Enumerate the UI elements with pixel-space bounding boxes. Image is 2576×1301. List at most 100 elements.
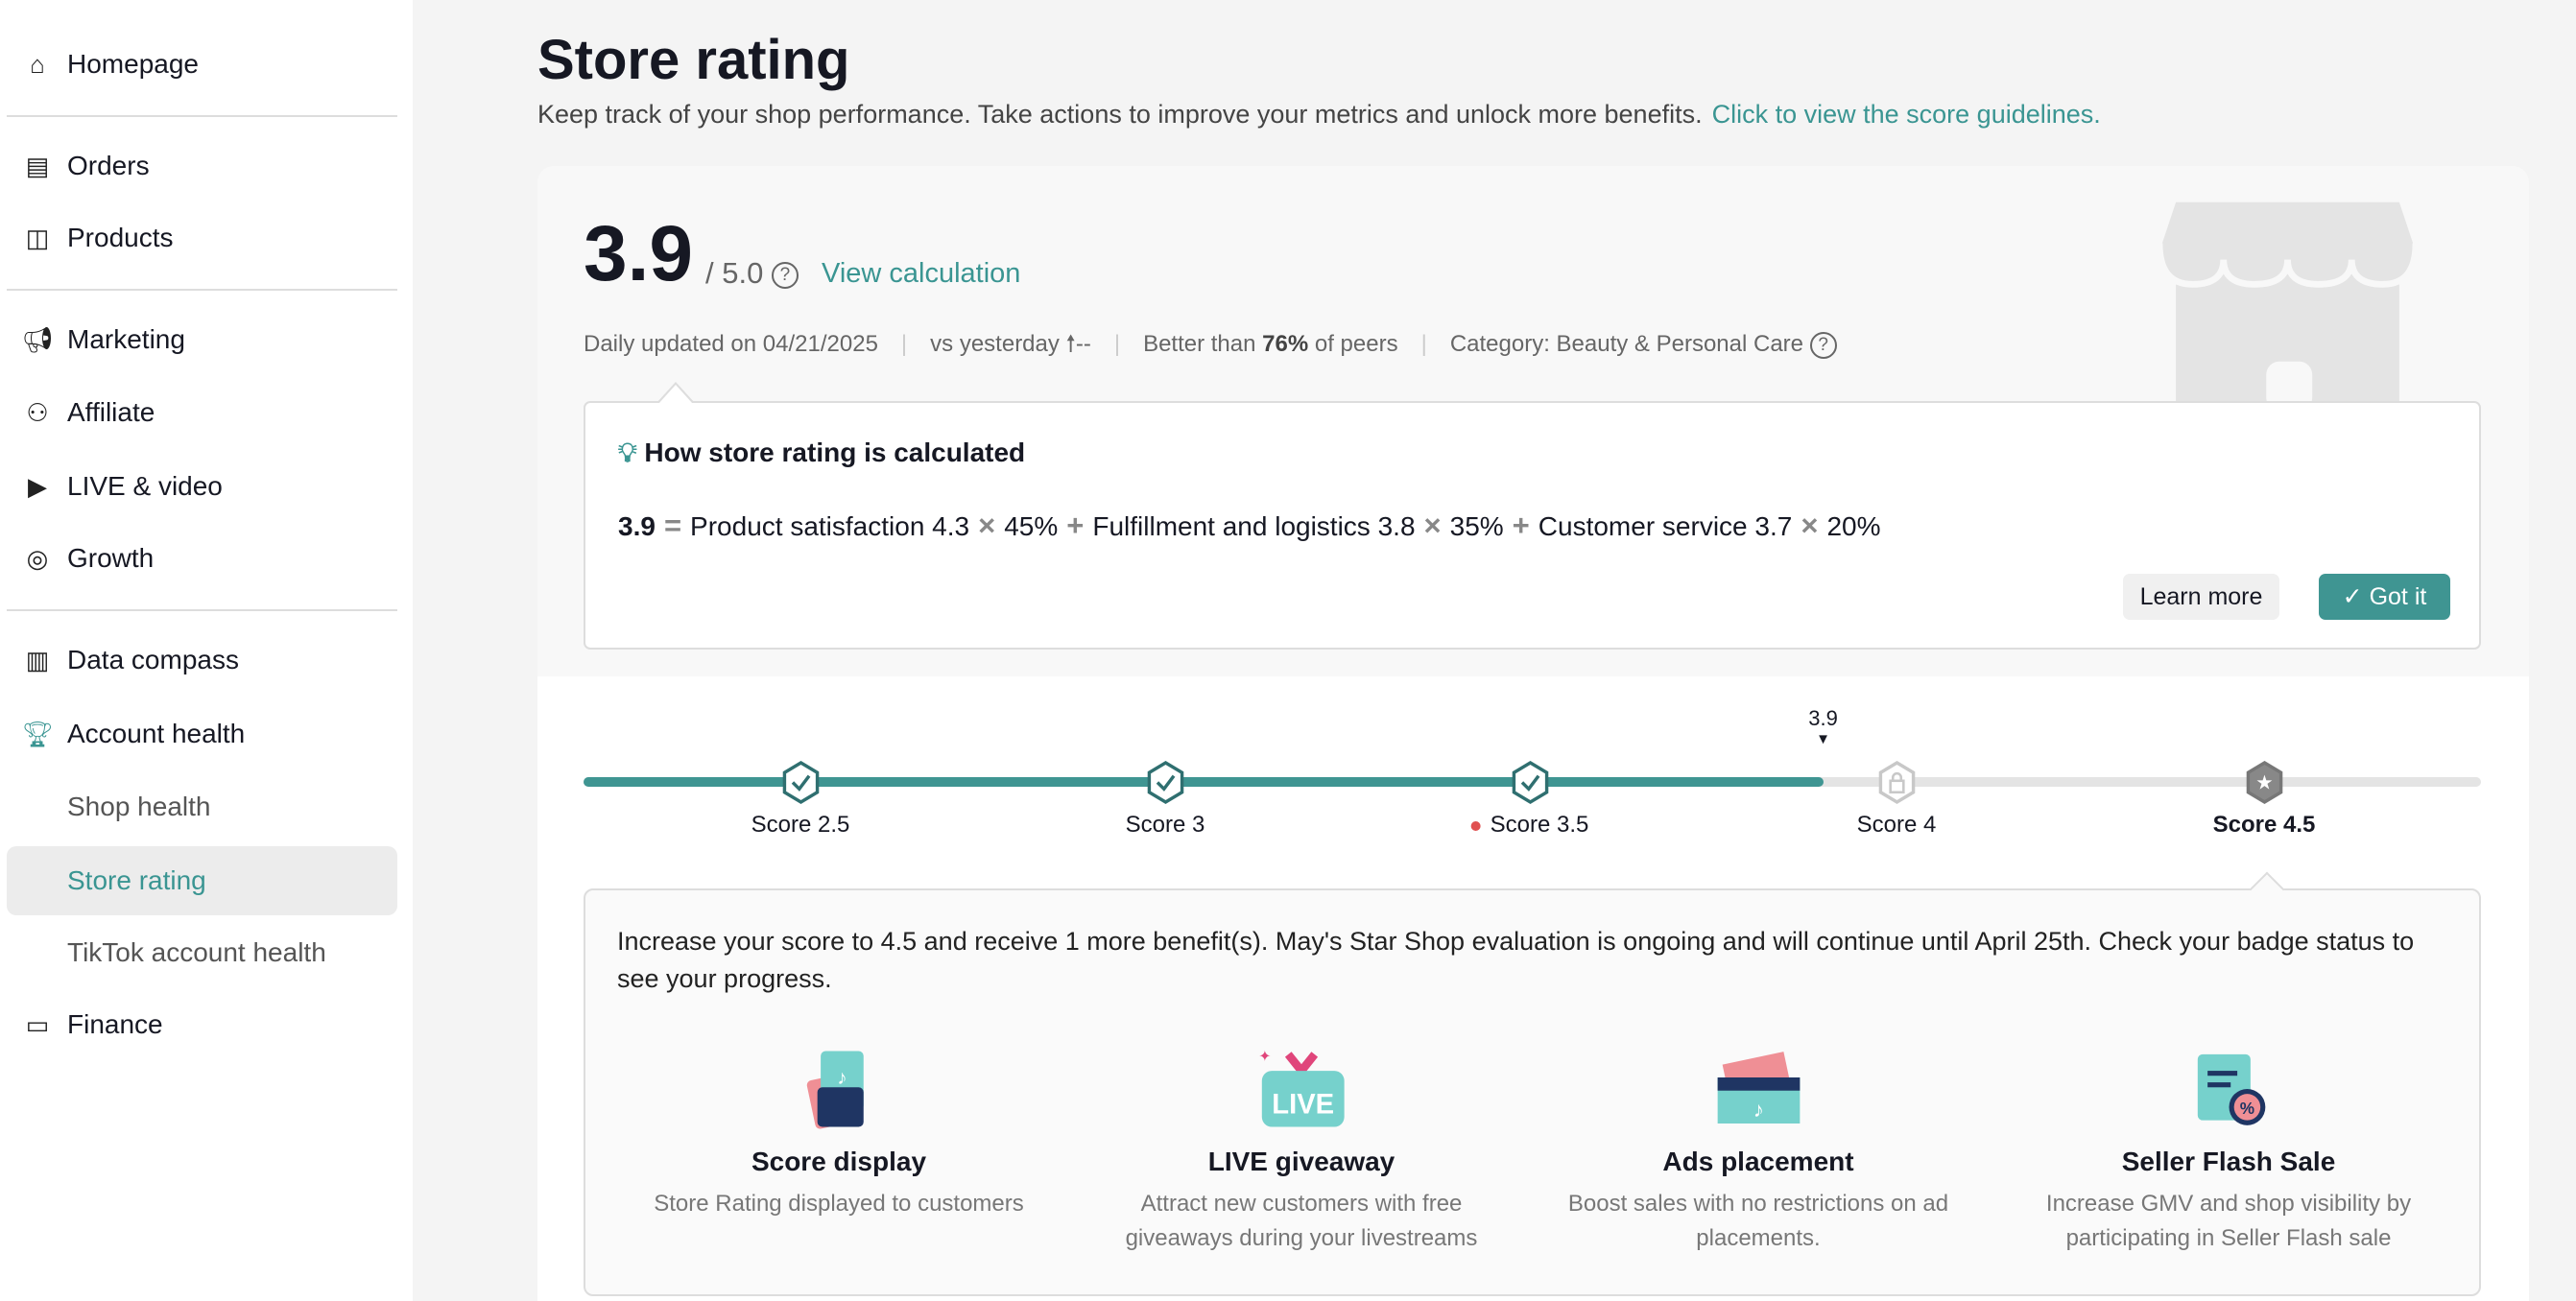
sidebar-item-shop-health[interactable]: Shop health <box>7 772 397 841</box>
store-illustration-icon <box>2159 201 2416 401</box>
sidebar-item-tiktok-account-health[interactable]: TikTok account health <box>7 918 397 987</box>
caret-down-icon: ▼ <box>1816 731 1831 747</box>
calculation-popover: 💡︎ How store rating is calculated 3.9 = Pr… <box>584 382 2481 650</box>
clipboard-icon: ▤ <box>25 151 50 180</box>
benefit-title: Seller Flash Sale <box>2121 1147 2336 1176</box>
sidebar-item-label: Shop health <box>67 792 211 821</box>
milestone-label[interactable]: Score 3.5 <box>1470 812 1589 839</box>
benefit-title: Score display <box>751 1147 927 1176</box>
out-of-text: / 5.0 <box>705 256 764 290</box>
times-icon: × <box>1423 509 1442 542</box>
benefit-desc: Boost sales with no restrictions on ad p… <box>1567 1191 1949 1251</box>
sidebar-item-label: Orders <box>67 151 150 180</box>
score-meta: Daily updated on 04/21/2025 | vs yesterday… <box>584 327 1837 367</box>
live-giveaway-icon: ✦ LIVE <box>1258 1049 1345 1127</box>
page-title: Store rating <box>537 29 850 91</box>
calculation-title: 💡︎ How store rating is calculated <box>618 438 1025 469</box>
score-out-of: / 5.0 ? <box>705 256 799 291</box>
sidebar-item-finance[interactable]: ▭ Finance <box>7 990 397 1059</box>
current-score-marker: 3.9 ▼ <box>1808 706 1838 747</box>
sidebar-item-label: Products <box>67 223 174 252</box>
learn-more-button[interactable]: Learn more <box>2123 574 2279 620</box>
check-icon: ✓ <box>2342 583 2370 610</box>
vs-yesterday-label: vs yesterday <box>930 331 1060 357</box>
card-icon: ▭ <box>25 1009 50 1039</box>
sidebar-item-store-rating[interactable]: Store rating <box>7 846 397 915</box>
benefit-ads-placement: ♪ Ads placement Boost sales with no rest… <box>1545 1048 1972 1256</box>
milestone-label[interactable]: Score 2.5 <box>751 812 850 839</box>
sidebar-item-orders[interactable]: ▤ Orders <box>7 131 397 201</box>
milestone-check-icon <box>1512 761 1549 804</box>
megaphone-icon: 📢︎ <box>21 324 54 354</box>
sidebar-item-label: Account health <box>67 719 246 748</box>
sidebar-item-account-health[interactable]: 🏆︎ Account health <box>7 699 397 769</box>
sidebar-item-live-video[interactable]: ▶ LIVE & video <box>7 452 397 521</box>
got-it-label: Got it <box>2369 582 2427 610</box>
score-guidelines-link[interactable]: Click to view the score guidelines. <box>1711 100 2101 129</box>
peers-suffix: of peers <box>1308 331 1398 357</box>
times-icon: × <box>1801 509 1819 542</box>
sidebar-item-data-compass[interactable]: ▥ Data compass <box>7 626 397 695</box>
plus-icon: + <box>1512 509 1530 542</box>
sidebar-item-affiliate[interactable]: ⚇ Affiliate <box>7 378 397 447</box>
benefit-title: Ads placement <box>1662 1147 1854 1176</box>
divider <box>7 609 397 611</box>
benefit-desc: Store Rating displayed to customers <box>654 1191 1024 1217</box>
sidebar-item-label: Finance <box>67 1009 163 1039</box>
benefit-title: LIVE giveaway <box>1207 1147 1395 1176</box>
home-icon: ⌂ <box>30 49 45 79</box>
benefit-desc: Attract new customers with free giveaway… <box>1125 1191 1478 1251</box>
ads-placement-icon: ♪ <box>1717 1052 1800 1124</box>
sidebar: ⌂ Homepage ▤ Orders ◫ Products 📢︎ Marketing … <box>0 0 413 1301</box>
score-value: 3.9 <box>584 210 693 297</box>
plus-icon: + <box>1066 509 1085 542</box>
score-display-icon: ♪ <box>806 1051 864 1129</box>
milestone-label[interactable]: Score 4 <box>1857 812 1937 839</box>
equals-icon: = <box>663 509 682 542</box>
status-dot-icon <box>1470 820 1481 831</box>
updated-date: Daily updated on 04/21/2025 <box>584 331 878 357</box>
milestone-label[interactable]: Score 3 <box>1126 812 1205 839</box>
calc-title-text: How store rating is calculated <box>644 438 1026 467</box>
peers-percent: 76% <box>1262 331 1309 357</box>
divider <box>7 115 397 117</box>
help-icon[interactable]: ? <box>1809 331 1837 359</box>
view-calculation-link[interactable]: View calculation <box>822 258 1021 289</box>
sidebar-item-label: Homepage <box>67 49 199 79</box>
sidebar-item-products[interactable]: ◫ Products <box>7 203 397 272</box>
milestone-label-text: Score 4.5 <box>2212 812 2316 838</box>
chart-icon: ▥ <box>25 645 50 674</box>
milestone-label-text: Score 4 <box>1856 812 1937 838</box>
svg-text:♪: ♪ <box>1753 1098 1763 1122</box>
store-rating-card: 3.9 / 5.0 ? View calculation Daily updat… <box>537 166 2529 1301</box>
got-it-button[interactable]: ✓ Got it <box>2319 574 2450 620</box>
video-icon: ▶ <box>28 471 47 501</box>
formula-total: 3.9 <box>618 511 656 541</box>
vs-yesterday-value: -- <box>1075 331 1091 357</box>
sidebar-item-label: Growth <box>67 543 155 573</box>
term-label: Fulfillment and logistics 3.8 <box>1092 511 1416 541</box>
term-label: Product satisfaction 4.3 <box>690 511 970 541</box>
benefit-live-giveaway: ✦ LIVE LIVE giveaway Attract new customer… <box>1088 1048 1515 1256</box>
divider <box>7 289 397 291</box>
lightbulb-icon: 💡︎ <box>618 438 637 467</box>
milestone-label-text: Score 3.5 <box>1490 812 1589 838</box>
sidebar-item-homepage[interactable]: ⌂ Homepage <box>7 30 397 99</box>
sidebar-item-label: Data compass <box>67 645 239 674</box>
peers-prefix: Better than <box>1143 331 1263 357</box>
benefit-desc: Increase GMV and shop visibility by part… <box>2045 1191 2412 1251</box>
times-icon: × <box>978 509 996 542</box>
sidebar-item-growth[interactable]: ◎ Growth <box>7 524 397 593</box>
bag-icon: ◫ <box>25 223 50 252</box>
sidebar-item-label: Marketing <box>67 324 185 354</box>
term-weight: 45% <box>1004 511 1059 541</box>
subtitle-text: Keep track of your shop performance. Tak… <box>537 100 1703 129</box>
help-icon[interactable]: ? <box>771 261 799 289</box>
progress-fill <box>584 777 1824 787</box>
milestone-check-icon <box>1147 761 1184 804</box>
benefits-text: Increase your score to 4.5 and receive 1… <box>617 927 2415 993</box>
sidebar-item-label: TikTok account health <box>67 937 326 967</box>
sidebar-item-marketing[interactable]: 📢︎ Marketing <box>7 305 397 374</box>
term-weight: 35% <box>1449 511 1504 541</box>
milestone-label[interactable]: Score 4.5 <box>2213 812 2316 839</box>
